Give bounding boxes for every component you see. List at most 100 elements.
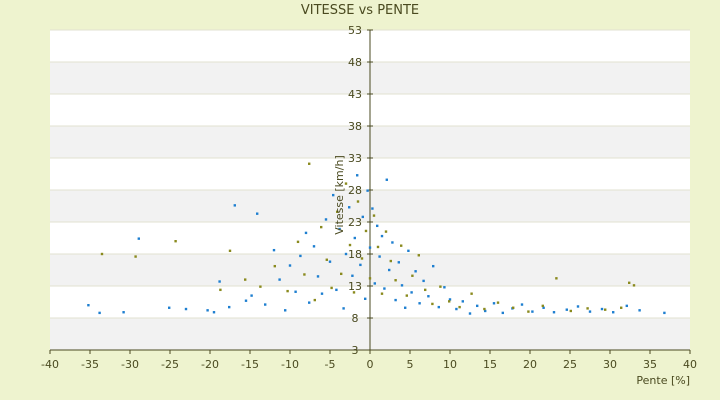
data-point (312, 245, 316, 248)
data-point (484, 309, 487, 313)
y-tick-label: 28 (348, 184, 362, 197)
y-tick-label: 3 (352, 344, 359, 357)
data-point (174, 240, 177, 243)
data-point (288, 264, 292, 267)
data-point (368, 277, 372, 280)
data-point (330, 286, 333, 290)
data-point (625, 304, 628, 308)
data-point (348, 206, 351, 209)
data-point (496, 301, 500, 304)
data-point (250, 294, 253, 297)
data-point (569, 309, 572, 313)
data-point (244, 299, 248, 302)
data-point (206, 309, 209, 312)
data-point (638, 309, 641, 312)
x-tick-label: 0 (367, 358, 374, 371)
data-point (542, 306, 545, 309)
data-point (212, 311, 216, 314)
data-point (256, 212, 259, 215)
data-point (168, 306, 171, 309)
data-point (400, 244, 403, 247)
x-tick-label: 10 (443, 358, 457, 371)
data-point (397, 261, 400, 264)
data-point (87, 304, 90, 307)
data-point (361, 215, 364, 219)
data-point (244, 278, 247, 281)
data-point (328, 260, 332, 263)
data-point (299, 254, 302, 258)
data-point (604, 308, 607, 311)
data-point (316, 275, 320, 278)
data-point (576, 305, 580, 308)
data-point (520, 303, 524, 306)
data-point (376, 224, 379, 228)
data-point (663, 311, 666, 315)
data-point (359, 263, 362, 267)
y-tick-label: 18 (348, 248, 362, 261)
data-point (555, 277, 558, 280)
x-tick-label: 15 (483, 358, 497, 371)
y-tick-label: 13 (348, 280, 362, 293)
data-point (418, 302, 421, 305)
data-point (476, 304, 479, 308)
data-point (492, 302, 496, 305)
x-tick-label: -15 (241, 358, 259, 371)
data-point (296, 240, 300, 244)
data-point (353, 236, 356, 240)
data-point (431, 302, 434, 306)
data-point (414, 270, 417, 273)
data-point (628, 281, 631, 284)
data-point (371, 207, 374, 210)
data-point (218, 280, 221, 283)
data-point (184, 307, 188, 311)
data-point (391, 241, 394, 244)
data-point (303, 273, 306, 276)
data-point (427, 295, 430, 298)
data-point (376, 245, 380, 249)
data-point (313, 298, 316, 302)
data-point (407, 249, 410, 252)
data-point (324, 218, 328, 221)
data-point (620, 306, 623, 309)
x-tick-label: 20 (523, 358, 537, 371)
data-point (468, 312, 472, 315)
y-tick-label: 38 (348, 120, 362, 133)
data-point (552, 311, 556, 314)
data-point (351, 274, 354, 277)
data-point (483, 307, 486, 311)
x-tick-label: -25 (161, 358, 179, 371)
data-points (87, 162, 666, 315)
y-tick-label: 48 (348, 56, 362, 69)
data-point (531, 310, 534, 313)
x-tick-label: 35 (643, 358, 657, 371)
data-point (527, 310, 530, 313)
data-point (565, 308, 568, 311)
y-tick-label: 43 (348, 88, 362, 101)
data-point (134, 255, 137, 258)
data-point (338, 227, 341, 231)
data-point (389, 259, 392, 263)
data-point (233, 204, 236, 207)
data-point (437, 305, 440, 309)
x-tick-label: -10 (281, 358, 299, 371)
data-point (448, 300, 451, 303)
y-tick-label: 23 (348, 216, 362, 229)
data-point (137, 237, 140, 240)
data-point (320, 225, 323, 229)
x-axis-ticks: -40 -35 -30 -25 -20 -15 -10 -5 0 5 10 15 20 25 30 35 40 (41, 350, 697, 371)
data-point (228, 249, 232, 252)
data-point (273, 264, 276, 268)
x-tick-label: -5 (325, 358, 336, 371)
data-point (272, 248, 276, 252)
data-point (586, 307, 589, 310)
y-tick-label: 53 (348, 24, 362, 37)
y-tick-label: 8 (352, 312, 359, 325)
x-tick-label: 25 (563, 358, 577, 371)
data-point (342, 307, 345, 310)
data-point (340, 272, 343, 276)
data-point (380, 234, 384, 238)
data-point (373, 282, 376, 285)
data-point (541, 304, 544, 308)
data-point (405, 294, 408, 297)
